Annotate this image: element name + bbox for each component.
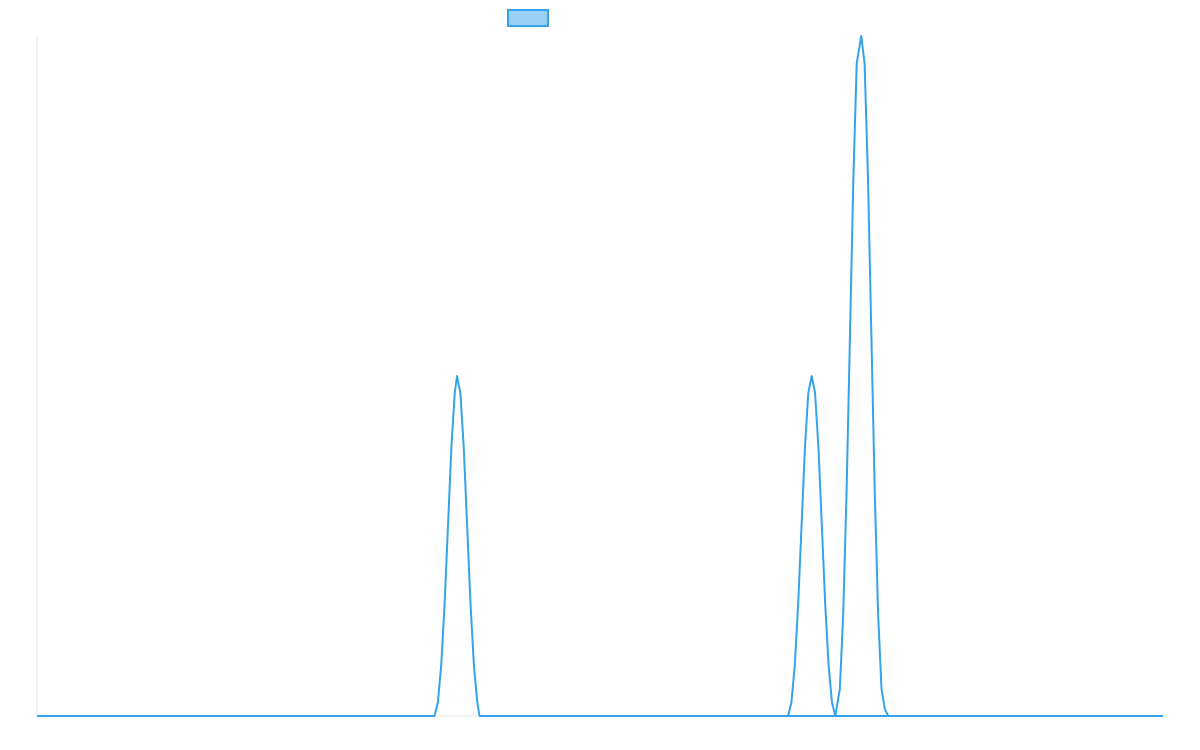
series-line-0 bbox=[37, 375, 1163, 717]
chart-legend[interactable] bbox=[507, 9, 549, 27]
chart-axes bbox=[36, 36, 1163, 717]
legend-swatch[interactable] bbox=[507, 9, 549, 27]
series-line-1 bbox=[787, 35, 892, 717]
chart-plot-area bbox=[37, 35, 1163, 717]
